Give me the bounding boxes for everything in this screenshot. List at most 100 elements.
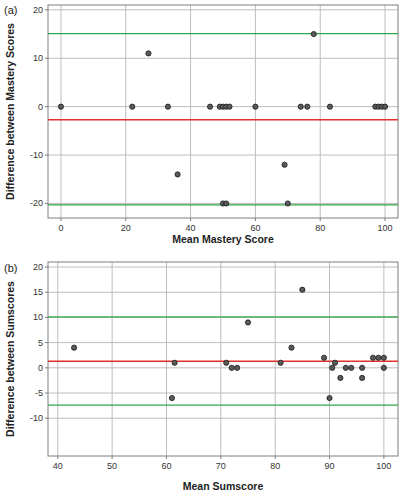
tick-label: 40 (186, 223, 196, 233)
grid-line (190, 5, 191, 218)
tick-mark (385, 218, 386, 221)
grid-line (60, 5, 61, 218)
grid-line (48, 58, 398, 59)
plot-area (48, 262, 398, 456)
point (130, 104, 135, 109)
point (224, 201, 229, 206)
point (282, 162, 287, 167)
point (381, 365, 386, 370)
tick-mark (45, 292, 48, 293)
tick-mark (329, 456, 330, 459)
point (71, 345, 76, 350)
tick-label: 0 (38, 102, 43, 112)
panel-label: (a) (4, 4, 17, 16)
tick-label: 20 (33, 5, 43, 15)
grid-line (220, 262, 221, 456)
point (175, 172, 180, 177)
grid-line (48, 292, 398, 293)
grid-line (166, 262, 167, 456)
tick-mark (45, 317, 48, 318)
tick-label: 100 (378, 223, 393, 233)
tick-mark (45, 203, 48, 204)
plot-area (48, 5, 398, 218)
point (253, 104, 258, 109)
x-axis-label: Mean Mastery Score (172, 233, 274, 245)
tick-mark (125, 218, 126, 221)
x-axis-label: Mean Sumscore (183, 480, 264, 492)
tick-label: 40 (53, 461, 63, 471)
point (289, 345, 294, 350)
tick-mark (45, 9, 48, 10)
grid-line (385, 5, 386, 218)
tick-mark (383, 456, 384, 459)
grid-line (255, 5, 256, 218)
tick-mark (60, 218, 61, 221)
tick-label: 0 (58, 223, 63, 233)
tick-label: 60 (250, 223, 260, 233)
tick-mark (166, 456, 167, 459)
point (278, 360, 283, 365)
point (360, 375, 365, 380)
point (327, 104, 332, 109)
limit-of-agreement (48, 316, 398, 317)
point (245, 320, 250, 325)
marks (48, 31, 398, 206)
tick-label: 70 (216, 461, 226, 471)
point (300, 287, 305, 292)
point (332, 360, 337, 365)
tick-label: 90 (325, 461, 335, 471)
tick-label: 50 (107, 461, 117, 471)
tick-label: -10 (30, 150, 43, 160)
point (376, 355, 381, 360)
tick-label: -20 (30, 198, 43, 208)
grid-line (48, 317, 398, 318)
grid-line (48, 393, 398, 394)
tick-label: 80 (315, 223, 325, 233)
point (381, 355, 386, 360)
mean-difference (48, 119, 398, 120)
point (169, 395, 174, 400)
grid-line (48, 267, 398, 268)
point (370, 355, 375, 360)
tick-label: 60 (161, 461, 171, 471)
tick-mark (45, 342, 48, 343)
point (360, 365, 365, 370)
tick-label: -10 (30, 413, 43, 423)
y-axis-label: Difference between Mastery Scores (4, 23, 16, 200)
point (172, 360, 177, 365)
tick-mark (220, 456, 221, 459)
point (165, 104, 170, 109)
point (382, 104, 387, 109)
grid-line (320, 5, 321, 218)
figure: 020406080100-20-1001020(a)Mean Mastery S… (0, 0, 407, 500)
grid-line (48, 9, 398, 10)
point (321, 355, 326, 360)
point (305, 104, 310, 109)
grid-line (48, 418, 398, 419)
point (285, 201, 290, 206)
point (349, 365, 354, 370)
marks (48, 287, 398, 405)
grid-line (112, 262, 113, 456)
limit-of-agreement (48, 33, 398, 34)
grid-line (48, 342, 398, 343)
tick-mark (320, 218, 321, 221)
tick-mark (45, 367, 48, 368)
tick-mark (45, 267, 48, 268)
tick-mark (45, 155, 48, 156)
point (298, 104, 303, 109)
point (229, 365, 234, 370)
tick-mark (45, 418, 48, 419)
tick-mark (275, 456, 276, 459)
grid-line (329, 262, 330, 456)
tick-label: 15 (33, 287, 43, 297)
point (327, 395, 332, 400)
y-axis-label: Difference between Sumscores (4, 281, 16, 437)
tick-mark (45, 393, 48, 394)
panel: 020406080100-20-1001020(a)Mean Mastery S… (4, 4, 398, 245)
grid-line (275, 262, 276, 456)
point (343, 365, 348, 370)
plot-frame (48, 262, 398, 456)
point (224, 360, 229, 365)
tick-mark (45, 58, 48, 59)
